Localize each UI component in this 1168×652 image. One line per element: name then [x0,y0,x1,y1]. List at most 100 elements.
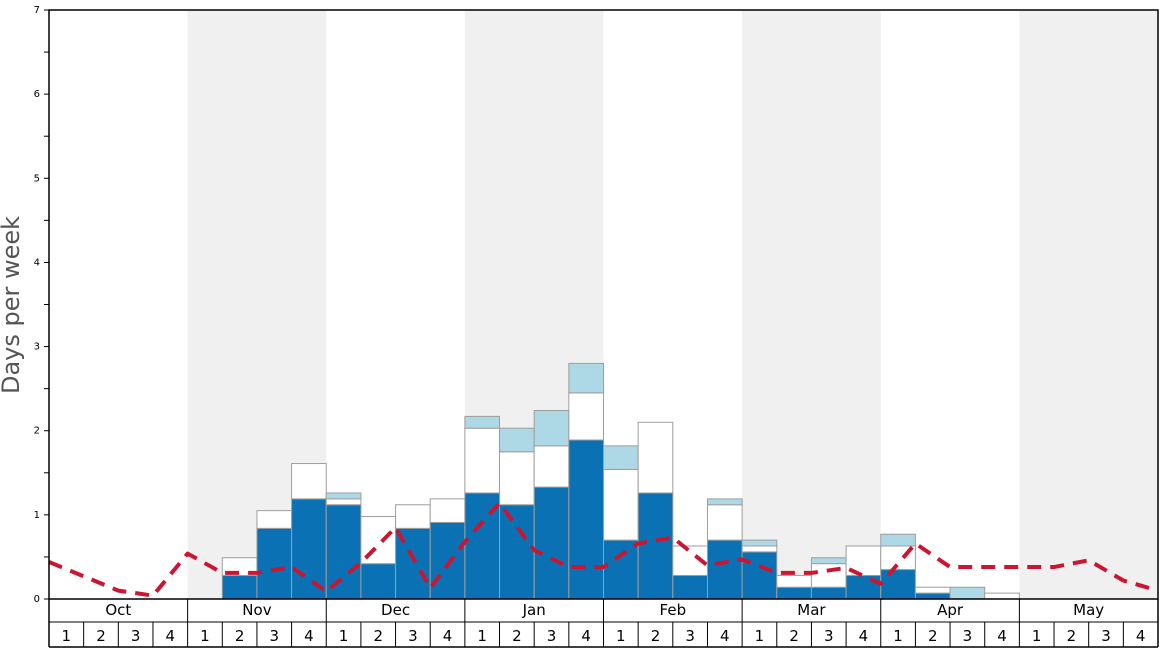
bar-s1-w15 [533,486,570,600]
bar-s1-w10 [360,563,397,600]
bar-s1-w25 [880,569,916,600]
y-tick-label: 5 [34,173,40,184]
week-label: 4 [859,627,869,645]
month-shading [187,10,1158,599]
bar-s1-w26 [914,592,951,600]
bar-s2-w9 [325,498,362,506]
week-label: 2 [373,627,383,645]
bar-s1-w18 [637,492,674,600]
bar-s3-w9 [325,492,362,500]
week-label: 4 [1136,627,1146,645]
bar-s3-w25 [880,533,916,547]
trend-line-path [48,501,1159,598]
bar-s1-w20 [706,539,743,600]
week-label: 3 [685,627,695,645]
week-label: 4 [304,627,314,645]
bar-s3-w17 [603,445,639,470]
month-label-feb: Feb [660,601,687,619]
y-tick-label: 7 [34,5,40,16]
month-label-oct: Oct [105,601,131,619]
x-axis: Oct 1 2 3 4 Nov 1 2 3 4 Dec 1 2 3 4 Jan 1 2 3 4 Feb 1 2 3 4 Mar 1 2… [48,599,1159,648]
y-tick-label: 0 [34,594,40,605]
month-label-jan: Jan [522,601,546,619]
bar-s1-w9 [325,504,362,600]
week-label: 3 [824,627,834,645]
month-label-mar: Mar [797,601,826,619]
week-label: 3 [963,627,973,645]
week-label: 3 [408,627,418,645]
y-tick-label: 3 [34,342,40,353]
week-label: 1 [616,627,626,645]
bar-s2-w14 [499,451,535,506]
week-label: 1 [200,627,210,645]
bar-s2-w16 [568,392,604,441]
week-label: 3 [1101,627,1111,645]
month-label-may: May [1073,601,1104,619]
bar-s2-w15 [533,445,570,488]
bar-s1-w16 [568,439,604,600]
bar-s3-w16 [568,362,604,394]
month-label-nov: Nov [242,601,271,619]
trend-line [48,501,1159,598]
bar-s2-w7 [256,510,293,529]
y-tick-label: 6 [34,89,40,100]
week-label: 3 [269,627,279,645]
week-label: 1 [339,627,349,645]
bar-s1-w17 [603,539,639,600]
bar-s3-w14 [499,427,535,453]
week-label: 4 [581,627,591,645]
bar-s1-w14 [499,504,535,600]
y-tick-label: 2 [34,426,40,437]
month-shade-may [1019,10,1158,599]
month-shade-mar [742,10,881,599]
month-label-apr: Apr [937,601,964,619]
bar-s1-w24 [845,574,882,600]
bar-s2-w17 [603,468,639,541]
bar-s2-w26 [914,586,951,594]
bar-s2-w23 [810,563,847,588]
bar-s2-w12 [429,498,466,523]
week-label: 3 [131,627,141,645]
bar-s2-w18 [637,421,674,494]
bar-s2-w28 [984,592,1020,600]
bar-s2-w8 [291,463,327,500]
y-tick-label: 1 [34,510,40,521]
week-label: 1 [893,627,903,645]
bar-s3-w15 [533,410,570,447]
bar-s3-w13 [464,415,501,429]
week-label: 2 [1067,627,1077,645]
bar-s3-w20 [706,498,743,506]
bar-s1-w6 [221,574,258,600]
y-tick-label: 4 [34,257,40,268]
bar-s2-w20 [706,504,743,541]
month-label-dec: Dec [381,601,410,619]
bar-s1-w22 [776,586,812,600]
week-label: 2 [928,627,938,645]
week-label: 1 [62,627,72,645]
week-label: 4 [720,627,730,645]
bar-s2-w11 [395,504,431,529]
week-label: 2 [651,627,661,645]
week-label: 1 [1032,627,1042,645]
bar-s1-w21 [741,551,778,600]
y-axis: 0 1 2 3 4 5 6 7 [34,5,49,605]
bar-s2-w21 [741,545,778,553]
bar-s1-w7 [256,527,293,600]
week-label: 2 [512,627,522,645]
y-axis-label: Days per week [0,216,25,394]
bar-s1-w19 [672,574,708,600]
bar-s3-w23 [810,557,847,565]
week-label: 3 [547,627,557,645]
bar-s3-w27 [949,586,986,600]
bars [221,362,1020,600]
week-label: 1 [477,627,487,645]
week-label: 4 [166,627,176,645]
bar-s1-w12 [429,521,466,600]
bar-s2-w13 [464,427,501,494]
week-label: 4 [443,627,453,645]
bar-s1-w23 [810,586,847,600]
bar-s3-w21 [741,539,778,547]
week-label: 1 [755,627,765,645]
bar-s2-w22 [776,574,812,588]
